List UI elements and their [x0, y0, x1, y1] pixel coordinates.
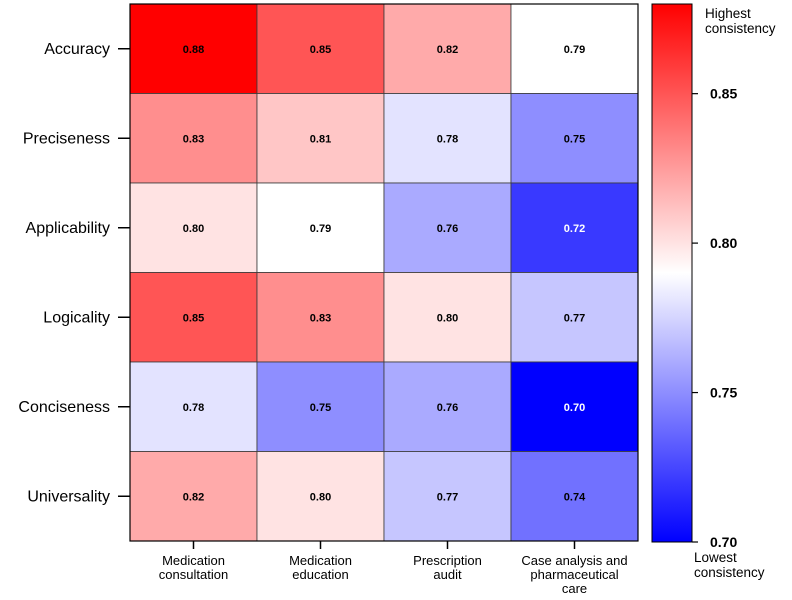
cell-value-label: 0.77: [437, 491, 458, 503]
cell-value-label: 0.70: [564, 402, 585, 414]
row-label: Logicality: [43, 309, 110, 326]
heatmap-cells: 0.88 0.85 0.82 0.79 0.83 0.81 0.78 0.75 0.80 0.79…: [129, 3, 639, 542]
cell-value-label: 0.78: [183, 402, 204, 414]
colorbar-tick-label: 0.70: [710, 534, 737, 550]
row-label: Applicability: [26, 220, 110, 237]
colorbar-tick-label: 0.75: [710, 385, 737, 401]
heatmap-cell: [129, 361, 258, 452]
cell-value-label: 0.80: [310, 491, 331, 503]
heatmap-cell: [256, 272, 385, 363]
column-label: Medication education: [289, 553, 352, 582]
cell-value-label: 0.75: [564, 133, 585, 145]
heatmap-cell: [129, 451, 258, 542]
cell-value-label: 0.81: [310, 133, 331, 145]
cell-value-label: 0.82: [183, 491, 204, 503]
colorbar-gradient: [651, 3, 693, 543]
row-label: Universality: [27, 488, 110, 505]
heatmap-cell: [256, 3, 385, 94]
heatmap-cell: [510, 3, 639, 94]
heatmap-cell: [129, 272, 258, 363]
colorbar: 0.70 0.75 0.80 0.85 Highest consistency Lowest…: [651, 3, 776, 580]
column-label: Prescription audit: [413, 553, 482, 582]
heatmap-cell: [510, 93, 639, 184]
heatmap-cell: [256, 361, 385, 452]
cell-value-label: 0.79: [564, 44, 585, 56]
colorbar-top-label: Highest consistency: [705, 6, 776, 36]
cell-value-label: 0.78: [437, 133, 458, 145]
column-label: Case analysis and pharmaceutical care: [521, 553, 627, 596]
heatmap-cell: [383, 361, 512, 452]
heatmap-cell: [256, 182, 385, 273]
heatmap-cell: [383, 272, 512, 363]
colorbar-tick-label: 0.80: [710, 235, 737, 251]
cell-value-label: 0.79: [310, 223, 331, 235]
cell-value-label: 0.75: [310, 402, 331, 414]
heatmap-cell: [129, 93, 258, 184]
row-labels: Accuracy Preciseness Applicability Logicali…: [18, 41, 130, 505]
cell-value-label: 0.85: [183, 312, 204, 324]
cell-value-label: 0.80: [437, 312, 458, 324]
cell-value-label: 0.72: [564, 223, 585, 235]
cell-value-label: 0.76: [437, 402, 458, 414]
heatmap-cell: [129, 3, 258, 94]
heatmap-cell: [510, 182, 639, 273]
cell-value-label: 0.76: [437, 223, 458, 235]
heatmap-cell: [256, 451, 385, 542]
heatmap-cell: [510, 361, 639, 452]
heatmap-cell: [256, 93, 385, 184]
row-label: Conciseness: [18, 399, 110, 416]
cell-value-label: 0.82: [437, 44, 458, 56]
cell-value-label: 0.80: [183, 223, 204, 235]
heatmap-cell: [510, 272, 639, 363]
cell-value-label: 0.88: [183, 44, 204, 56]
colorbar-bottom-label: Lowest consistency: [694, 550, 765, 580]
cell-value-label: 0.74: [564, 491, 586, 503]
cell-value-label: 0.83: [310, 312, 331, 324]
column-label: Medication consultation: [159, 553, 228, 582]
cell-value-label: 0.85: [310, 44, 331, 56]
row-label: Preciseness: [23, 130, 110, 147]
cell-value-label: 0.83: [183, 133, 204, 145]
plot-frame: [129, 3, 639, 542]
row-label: Accuracy: [44, 41, 110, 58]
column-labels: Medication consultation Medication educatio…: [159, 541, 628, 596]
colorbar-tick-label: 0.85: [710, 86, 737, 102]
heatmap-cell: [383, 451, 512, 542]
cell-value-label: 0.77: [564, 312, 585, 324]
